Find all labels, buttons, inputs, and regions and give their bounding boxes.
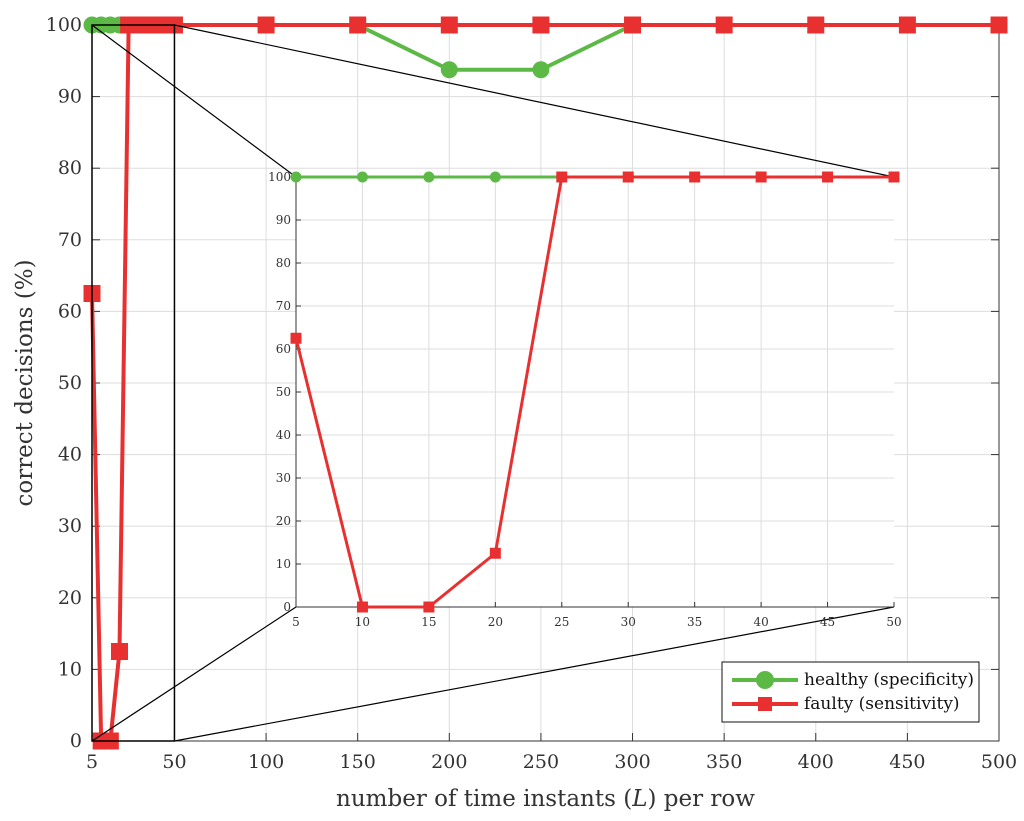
inset-y-tick-label: 20	[276, 514, 291, 528]
inset-x-tick-label: 40	[753, 615, 768, 629]
main-y-tick-label: 20	[58, 587, 82, 609]
main-healthy-point	[440, 61, 458, 79]
main-y-tick-label: 90	[58, 86, 82, 108]
legend-marker-square	[758, 697, 772, 711]
main-faulty-point	[110, 643, 128, 660]
inset-faulty-line	[294, 175, 894, 609]
main-x-tick-label: 100	[248, 751, 284, 773]
zoom-region-box	[91, 24, 176, 742]
inset-healthy-point	[356, 171, 368, 183]
inset-healthy-point	[290, 171, 302, 183]
inset-faulty-point	[290, 332, 302, 344]
inset-y-tick-label: 50	[276, 385, 291, 399]
inset-plot: 5 10 15 20 25 30 35 40 45 50 0 10 20 30 40 50 60 70 80 90 10…	[268, 170, 902, 629]
main-healthy-point	[532, 61, 550, 79]
inset-y-tick-label: 0	[283, 600, 291, 614]
main-x-tick-label: 450	[889, 751, 925, 773]
main-y-tick-label: 30	[58, 515, 82, 537]
inset-x-tick-label: 15	[421, 615, 436, 629]
inset-healthy-point	[423, 171, 435, 183]
inset-faulty-point	[356, 601, 368, 613]
inset-y-tick-label: 30	[276, 471, 291, 485]
inset-x-tick-label: 10	[355, 615, 370, 629]
main-faulty-point	[349, 16, 367, 34]
inset-x-tick-label: 20	[488, 615, 503, 629]
main-x-tick-label: 300	[614, 751, 650, 773]
inset-faulty-point	[423, 601, 435, 613]
main-x-tick-label: 150	[340, 751, 376, 773]
main-faulty-point	[898, 16, 916, 34]
main-faulty-point	[807, 16, 825, 34]
inset-faulty-point	[755, 171, 767, 183]
main-y-tick-label: 80	[58, 157, 82, 179]
inset-y-tick-label: 60	[276, 342, 291, 356]
inset-x-tick-label: 25	[554, 615, 569, 629]
main-x-tick-label: 50	[162, 751, 186, 773]
main-y-tick-label: 60	[58, 300, 82, 322]
main-x-tick-label: 200	[431, 751, 467, 773]
main-x-tick-label: 5	[86, 751, 98, 773]
main-faulty-point	[990, 16, 1008, 34]
inset-x-tick-label: 5	[292, 615, 300, 629]
inset-y-tick-label: 10	[276, 557, 291, 571]
legend: healthy (specificity) faulty (sensitivity…	[721, 661, 980, 723]
inset-faulty-point	[888, 171, 900, 183]
zoom-connector-line	[174, 606, 895, 742]
inset-faulty-point	[622, 171, 634, 183]
main-y-tick-label: 70	[58, 229, 82, 251]
inset-faulty-point	[822, 171, 834, 183]
inset-series	[290, 171, 900, 613]
main-tick-labels: 5 50 100 150 200 250 300 350 400 450 5000102030405…	[46, 14, 1017, 773]
main-faulty-point	[624, 16, 642, 34]
inset-y-tick-label: 40	[276, 428, 291, 442]
zoom-indicator	[91, 24, 895, 742]
main-x-tick-label: 350	[706, 751, 742, 773]
main-y-tick-label: 50	[58, 372, 82, 394]
main-faulty-point	[257, 16, 275, 34]
main-y-tick-label: 10	[58, 658, 82, 680]
main-x-tick-label: 400	[798, 751, 834, 773]
main-y-tick-label: 0	[70, 730, 82, 752]
inset-healthy-point	[489, 171, 501, 183]
inset-grid	[296, 177, 894, 607]
inset-faulty-point	[556, 171, 568, 183]
inset-tick-labels: 5 10 15 20 25 30 35 40 45 50 0 10 20 30 40 50 60 70 80 90 10…	[268, 170, 902, 629]
y-axis-label: correct decisions (%)	[12, 259, 38, 506]
inset-faulty-point	[489, 547, 501, 559]
inset-y-tick-label: 90	[276, 213, 291, 227]
main-faulty-point	[532, 16, 550, 34]
inset-x-tick-label: 35	[687, 615, 702, 629]
main-faulty-point	[440, 16, 458, 34]
main-y-tick-label: 40	[58, 444, 82, 466]
inset-x-tick-label: 30	[621, 615, 636, 629]
zoom-connector-line	[91, 606, 297, 742]
inset-x-tick-label: 50	[886, 615, 901, 629]
x-axis-label: number of time instants (L) per row	[336, 786, 755, 812]
inset-x-tick-label: 45	[820, 615, 835, 629]
inset-faulty-point	[689, 171, 701, 183]
main-y-tick-label: 100	[46, 14, 82, 36]
legend-marker-circle	[756, 671, 774, 689]
main-faulty-point	[715, 16, 733, 34]
inset-y-tick-label: 100	[268, 170, 291, 184]
zoom-connector-line	[91, 24, 297, 178]
zoom-connector-line	[174, 24, 895, 178]
legend-label: healthy (specificity)	[804, 670, 974, 690]
main-x-tick-label: 250	[523, 751, 559, 773]
main-x-tick-label: 500	[981, 751, 1017, 773]
inset-y-tick-label: 80	[276, 256, 291, 270]
inset-y-tick-label: 70	[276, 299, 291, 313]
legend-label: faulty (sensitivity)	[804, 694, 960, 714]
